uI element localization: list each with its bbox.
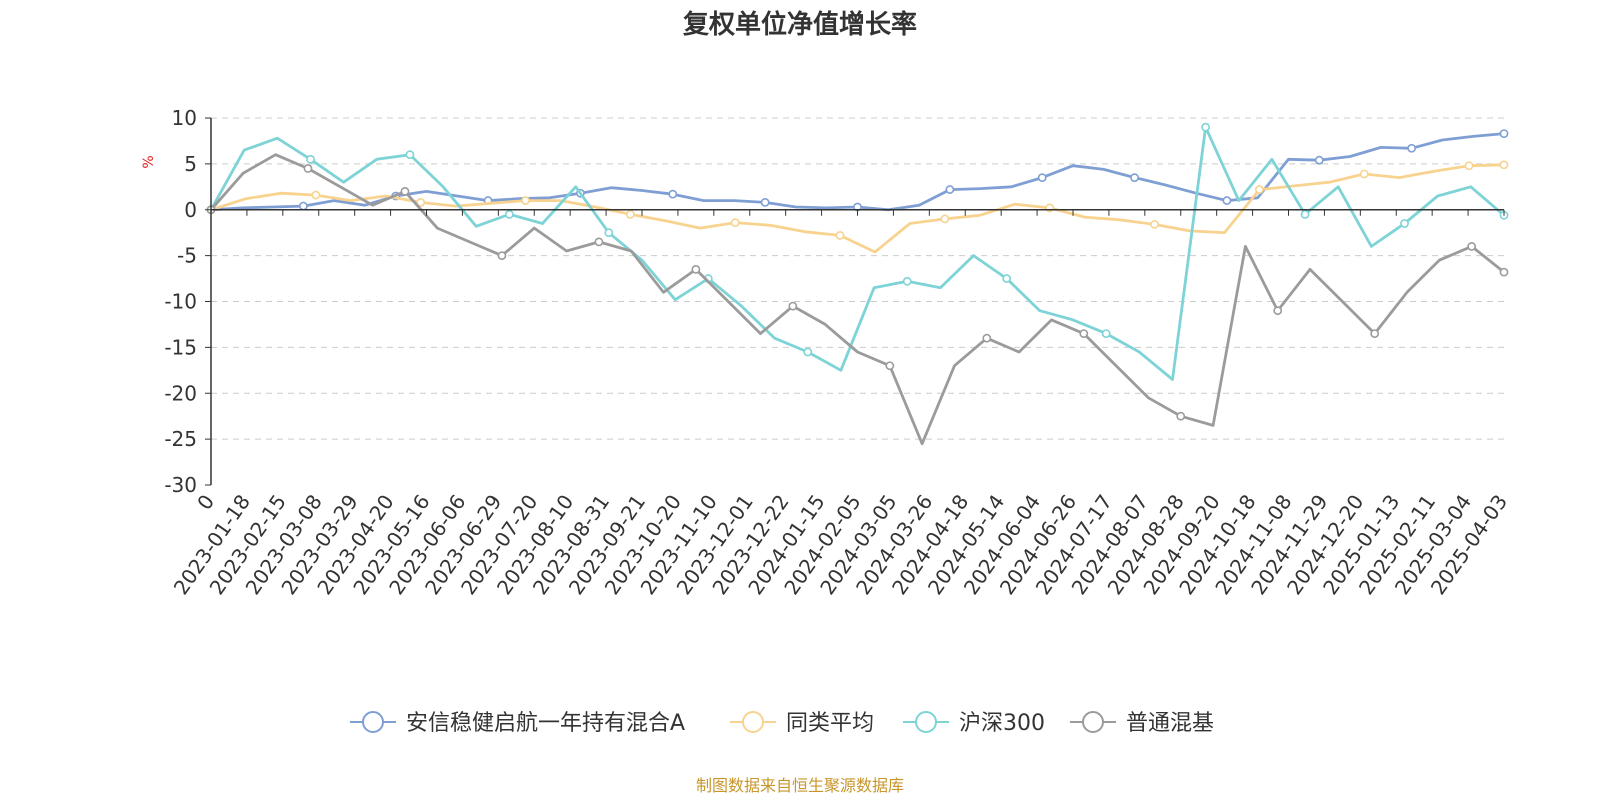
legend[interactable]: 安信稳健启航一年持有混合A 同类平均 沪深300 普通混基 [350, 711, 1214, 736]
data-point [1130, 173, 1139, 183]
legend-marker[interactable] [362, 711, 384, 733]
data-point [1150, 220, 1159, 229]
data-point [405, 150, 415, 160]
data-point [788, 301, 798, 311]
series-line [209, 153, 1505, 446]
data-point [1370, 329, 1380, 339]
y-tick-label: 10 [172, 106, 197, 130]
data-point [303, 164, 313, 173]
data-point [803, 347, 813, 357]
grid-lines [211, 117, 1504, 440]
data-point [1222, 196, 1232, 205]
data-point [945, 185, 955, 194]
chart-title: 复权单位净值增长率 [683, 9, 917, 40]
data-point [416, 198, 426, 207]
y-axis-unit: % [141, 155, 157, 168]
data-point [497, 251, 507, 261]
data-point [668, 189, 678, 199]
data-point [691, 264, 701, 274]
data-point [835, 231, 845, 240]
data-point [1176, 411, 1186, 421]
data-point [1499, 160, 1509, 170]
data-point [1464, 161, 1474, 171]
y-tick-label: -5 [177, 244, 197, 268]
data-point [604, 228, 614, 238]
data-point [504, 209, 514, 219]
legend-item[interactable]: 沪深300 [959, 711, 1045, 736]
y-tick-label: 5 [184, 152, 197, 176]
y-tick-label: -20 [164, 381, 197, 405]
data-point [1002, 274, 1012, 283]
data-point [521, 196, 530, 205]
y-tick-label: -30 [164, 473, 197, 497]
legend-marker[interactable] [742, 711, 764, 733]
data-point [311, 190, 321, 200]
data-point [1037, 173, 1047, 183]
data-point [1273, 306, 1283, 316]
data-point [298, 201, 308, 211]
data-point [1499, 129, 1509, 138]
x-tick-label: 0 [192, 490, 219, 514]
data-point [625, 209, 635, 219]
axes [205, 117, 1505, 486]
data-point [982, 333, 992, 343]
data-point [1314, 155, 1324, 165]
legend-marker[interactable] [915, 711, 937, 733]
y-tick-label: -10 [164, 290, 197, 314]
data-point [1467, 242, 1477, 251]
y-tick-label: 0 [184, 198, 197, 222]
data-point [400, 186, 410, 196]
data-point [594, 237, 604, 247]
data-point [760, 198, 770, 207]
y-tick-label: -15 [164, 335, 197, 359]
data-point [730, 218, 740, 227]
legend-item[interactable]: 安信稳健启航一年持有混合A [406, 711, 685, 736]
data-point [1079, 329, 1089, 339]
data-point [306, 154, 315, 164]
data-point [1400, 219, 1409, 228]
series-lines [206, 122, 1509, 446]
y-axis-ticks: 10 5 0 -5 -10 -15 -20 -25 -30 [164, 106, 197, 497]
legend-item[interactable]: 普通混基 [1126, 711, 1214, 736]
data-point [1359, 169, 1369, 179]
series-line [209, 125, 1505, 381]
y-tick-label: -25 [164, 427, 197, 451]
data-point [1201, 122, 1211, 132]
data-point [940, 214, 950, 224]
data-point [885, 361, 895, 371]
legend-item[interactable]: 同类平均 [786, 711, 874, 736]
data-point [1300, 209, 1310, 219]
data-point [902, 276, 912, 286]
legend-marker[interactable] [1082, 711, 1104, 733]
data-point [1499, 267, 1509, 277]
data-point [1254, 185, 1264, 194]
x-axis-ticks: 02023-01-182023-02-152023-03-082023-03-2… [169, 490, 1512, 599]
data-point [1407, 143, 1417, 153]
source-note: 制图数据来自恒生聚源数据库 [696, 776, 904, 795]
data-point [1101, 329, 1111, 339]
